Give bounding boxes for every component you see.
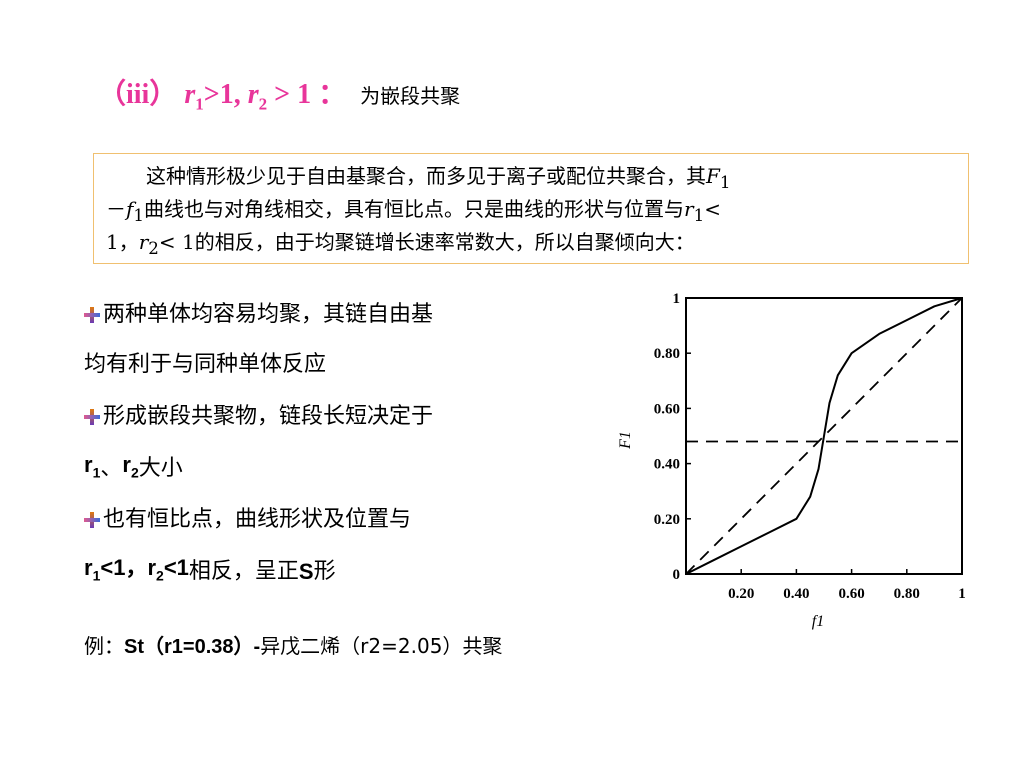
note-sub-1: 1 [719,173,731,192]
example-dash: - [253,636,261,658]
bullet-3-r1: r1<1， [84,555,148,584]
bullet-icon [84,512,100,528]
note-line-2: －f1曲线也与对角线相交，具有恒比点。只是曲线的形状与位置与r1< [106,193,956,226]
note-text-2: 曲线也与对角线相交，具有恒比点。只是曲线的形状与位置与 [144,197,685,221]
note-sub-r2: 2 [148,239,159,258]
bullet-1-cont-text: 均有利于与同种单体反应 [84,352,327,377]
note-one: 1， [106,230,139,254]
bullet-2-text: 形成嵌段共聚物，链段长短决定于 [103,404,434,429]
title-r2: r [247,79,259,110]
title-cond2: > 1 ： [267,79,347,110]
title-r1-sub: 1 [195,94,204,114]
note-lt: < [704,197,721,221]
example-suffix: 共聚 [462,634,503,658]
bullet-3-end: 相反，呈正 [188,559,299,584]
example-line: 例：St（r1=0.38）-异戊二烯（r2=2.05）共聚 [84,630,502,662]
bullet-2-r2: r2 [122,452,139,481]
note-var-F: F [706,164,720,188]
title-r1: r [184,79,196,110]
x-tick-label: 0.60 [838,586,864,602]
note-sub-r1: 1 [693,206,705,225]
note-line-3: 1，r2< 1的相反，由于均聚链增长速率常数大，所以自聚倾向大： [106,226,956,259]
diagonal-reference-line [685,297,963,575]
bullet-3-text: 也有恒比点，曲线形状及位置与 [103,507,412,532]
bullet-2: 形成嵌段共聚物，链段长短决定于 [84,400,433,434]
note-text-1: 这种情形极少见于自由基聚合，而多见于离子或配位共聚合，其 [146,164,706,188]
bullet-3: 也有恒比点，曲线形状及位置与 [84,503,411,537]
x-tick-label: 0.80 [894,586,920,602]
y-tick-label: 0.20 [654,512,680,528]
bullet-2-sep: 、 [100,456,123,481]
y-axis-label: F1 [617,431,634,450]
note-var-r2: r [138,230,149,254]
note-var-f: f [126,197,134,221]
bullet-3-continuation: r1<1， r2<1 相反，呈正 S 形 [84,555,336,589]
title-condition: （iii） r1>1, r2 > 1 ： [98,72,346,115]
note-text-3: < 1的相反，由于均聚链增长速率常数大，所以自聚倾向大： [158,230,695,254]
bullet-1: 两种单体均容易均聚，其链自由基 [84,298,433,332]
title-cond1: >1, [203,79,248,110]
y-tick-label: 0 [673,567,681,583]
x-axis-label: f1 [812,613,824,630]
x-tick-label: 0.40 [783,586,809,602]
note-sub-f: 1 [133,206,145,225]
x-tick-label: 0.20 [728,586,754,602]
example-styrene: St（r1=0.38） [124,636,254,658]
bullet-2-end: 大小 [138,456,183,481]
x-tick-label: 1 [958,586,966,602]
y-tick-label: 1 [673,291,681,307]
bullet-3-S: S [298,559,314,584]
bullet-icon [84,307,100,323]
example-isoprene: 异戊二烯（r2=2.05） [260,634,463,658]
slide-title: （iii） r1>1, r2 > 1 ： 为嵌段共聚 [98,72,460,120]
plot-frame [685,297,963,575]
y-tick-label: 0.60 [654,401,680,417]
bullet-2-r1: r1 [84,452,101,481]
bullet-3-r2: r2<1 [147,555,189,584]
bullet-1-text: 两种单体均容易均聚，其链自由基 [103,302,434,327]
note-dash: － [106,197,126,221]
y-tick-label: 0.40 [654,457,680,473]
explanation-box: 这种情形极少见于自由基聚合，而多见于离子或配位共聚合，其F1 －f1曲线也与对角… [93,153,969,264]
title-r2-sub: 2 [258,94,268,114]
note-var-r1: r [684,197,694,221]
note-line-1: 这种情形极少见于自由基聚合，而多见于离子或配位共聚合，其F1 [106,160,956,193]
example-prefix: 例： [84,634,124,658]
bullet-1-continuation: 均有利于与同种单体反应 [84,348,326,382]
bullet-icon [84,409,100,425]
composition-chart: 0.20 0.40 0.60 0.80 1 0 0.20 0.40 0.60 0.80 1 f1 F1 [617,291,966,630]
copolymer-composition-curve [685,297,963,575]
title-subtitle: 为嵌段共聚 [360,84,461,108]
y-tick-label: 0.80 [654,346,680,362]
bullet-2-continuation: r1、 r2 大小 [84,452,183,486]
bullet-3-tail: 形 [313,559,336,584]
title-roman-numeral: （iii） [98,79,185,110]
